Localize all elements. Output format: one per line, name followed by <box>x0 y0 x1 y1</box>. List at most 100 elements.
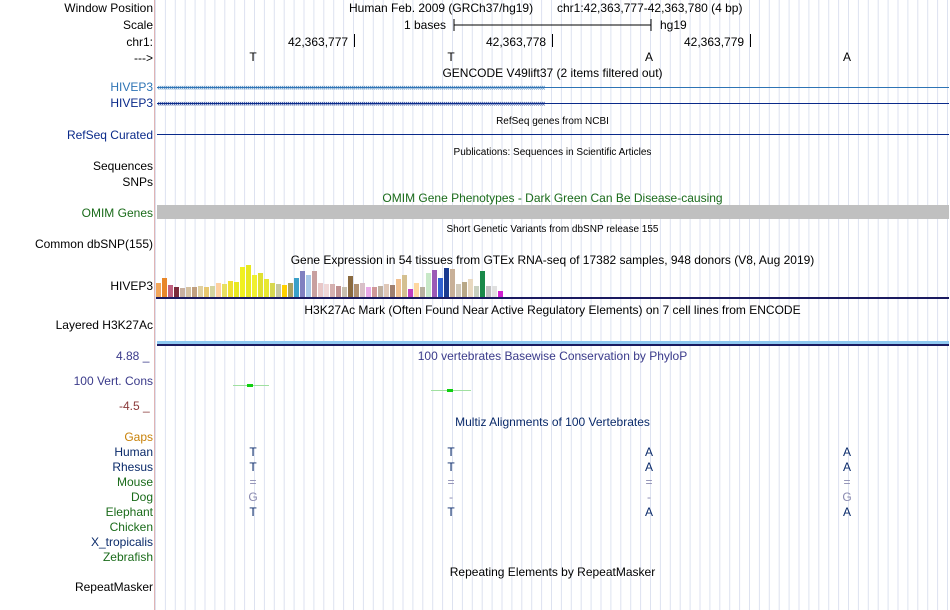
gtex-tissue-bar[interactable] <box>456 284 461 297</box>
gtex-tissue-bar[interactable] <box>204 287 209 297</box>
gtex-tissue-bar[interactable] <box>432 270 437 297</box>
gtex-tissue-bar[interactable] <box>492 286 497 297</box>
gtex-tissue-bar[interactable] <box>348 276 353 297</box>
gtex-track-title[interactable]: Gene Expression in 54 tissues from GTEx … <box>290 253 815 267</box>
refseq-track-label[interactable]: RefSeq Curated <box>66 128 153 142</box>
gtex-tissue-bar[interactable] <box>210 286 215 297</box>
gtex-tissue-bar[interactable] <box>156 283 161 297</box>
gtex-tissue-bar[interactable] <box>174 287 179 297</box>
gencode-item-label[interactable]: HIVEP3 <box>110 96 153 110</box>
gtex-tissue-bar[interactable] <box>438 278 443 297</box>
multiz-base: A <box>644 460 653 474</box>
multiz-gaps-label[interactable]: Gaps <box>124 430 153 444</box>
gtex-tissue-bar[interactable] <box>228 281 233 297</box>
gtex-tissue-bar[interactable] <box>444 268 449 297</box>
omim-phenotype-bar[interactable] <box>157 205 949 219</box>
gencode-track-title[interactable]: GENCODE V49lift37 (2 items filtered out) <box>442 66 663 80</box>
scale-bar <box>453 19 652 31</box>
multiz-base: T <box>447 460 455 474</box>
gtex-tissue-bar[interactable] <box>162 278 167 297</box>
multiz-species-label[interactable]: Mouse <box>116 475 153 489</box>
gtex-track-label[interactable]: HIVEP3 <box>110 279 153 293</box>
gtex-tissue-bar[interactable] <box>318 283 323 297</box>
gtex-tissue-bar[interactable] <box>270 283 275 297</box>
gtex-tissue-bar[interactable] <box>498 291 503 297</box>
gtex-tissue-bar[interactable] <box>294 278 299 297</box>
gtex-tissue-bar[interactable] <box>468 279 473 297</box>
snps-track-label[interactable]: SNPs <box>122 175 153 189</box>
gtex-tissue-bar[interactable] <box>378 286 383 297</box>
gtex-tissue-bar[interactable] <box>240 267 245 297</box>
refseq-track-title[interactable]: RefSeq genes from NCBI <box>496 116 609 127</box>
multiz-base: T <box>249 445 257 459</box>
dbsnp-track-label[interactable]: Common dbSNP(155) <box>34 237 153 251</box>
publications-track-title[interactable]: Publications: Sequences in Scientific Ar… <box>453 147 652 158</box>
gtex-tissue-bar[interactable] <box>384 284 389 297</box>
gtex-tissue-bar[interactable] <box>450 269 455 297</box>
multiz-base: = <box>447 475 455 489</box>
gtex-tissue-bar[interactable] <box>366 287 371 297</box>
gtex-tissue-bar[interactable] <box>360 283 365 297</box>
gtex-tissue-bar[interactable] <box>246 265 251 297</box>
gtex-tissue-bar[interactable] <box>168 285 173 297</box>
omim-track-title[interactable]: OMIM Gene Phenotypes - Dark Green Can Be… <box>382 191 723 205</box>
gtex-tissue-bar[interactable] <box>402 275 407 297</box>
phylop-score-mark[interactable] <box>247 384 253 387</box>
gtex-tissue-bar[interactable] <box>300 271 305 297</box>
gtex-tissue-bar[interactable] <box>306 275 311 297</box>
gtex-tissue-bar[interactable] <box>372 287 377 297</box>
h3k27ac-track-label[interactable]: Layered H3K27Ac <box>55 318 153 332</box>
h3k27ac-track-title[interactable]: H3K27Ac Mark (Often Found Near Active Re… <box>304 303 801 317</box>
gtex-tissue-bar[interactable] <box>282 285 287 297</box>
dbsnp-track-title[interactable]: Short Genetic Variants from dbSNP releas… <box>446 224 659 235</box>
multiz-species-label[interactable]: X_tropicalis <box>90 535 153 549</box>
multiz-species-label[interactable]: Human <box>114 445 153 459</box>
gtex-tissue-bar[interactable] <box>330 284 335 297</box>
gtex-tissue-bar[interactable] <box>288 283 293 297</box>
gtex-tissue-bar[interactable] <box>222 284 227 297</box>
omim-track-label[interactable]: OMIM Genes <box>81 206 153 220</box>
gtex-tissue-bar[interactable] <box>354 284 359 297</box>
gtex-tissue-bar[interactable] <box>420 287 425 297</box>
gtex-tissue-bar[interactable] <box>264 279 269 297</box>
gtex-tissue-bar[interactable] <box>252 275 257 297</box>
phylop-track-label[interactable]: 100 Vert. Cons <box>73 374 153 388</box>
gtex-tissue-bar[interactable] <box>324 284 329 297</box>
phylop-score-mark[interactable] <box>447 389 453 392</box>
multiz-track-title[interactable]: Multiz Alignments of 100 Vertebrates <box>455 415 650 429</box>
gtex-tissue-bar[interactable] <box>336 286 341 297</box>
gtex-tissue-bar[interactable] <box>276 284 281 297</box>
refseq-gene-line[interactable] <box>157 134 949 135</box>
gtex-tissue-bar[interactable] <box>474 286 479 297</box>
repeatmasker-track-label[interactable]: RepeatMasker <box>74 580 153 594</box>
multiz-species-label[interactable]: Dog <box>130 490 153 504</box>
phylop-track-title[interactable]: 100 vertebrates Basewise Conservation by… <box>417 349 688 363</box>
gtex-tissue-bar[interactable] <box>462 282 467 297</box>
gtex-tissue-bar[interactable] <box>198 286 203 297</box>
gtex-tissue-bar[interactable] <box>480 271 485 297</box>
gtex-tissue-bar[interactable] <box>312 271 317 297</box>
gtex-tissue-bar[interactable] <box>180 288 185 297</box>
gtex-tissue-bar[interactable] <box>426 273 431 297</box>
gtex-tissue-bar[interactable] <box>192 287 197 297</box>
gtex-tissue-bar[interactable] <box>486 286 491 297</box>
gtex-expression-bars[interactable] <box>155 265 950 301</box>
multiz-species-label[interactable]: Zebrafish <box>102 550 153 564</box>
repeatmasker-track-title[interactable]: Repeating Elements by RepeatMasker <box>449 565 656 579</box>
multiz-species-label[interactable]: Elephant <box>105 505 153 519</box>
gencode-item-label[interactable]: HIVEP3 <box>110 80 153 94</box>
publications-track-label[interactable]: Sequences <box>92 159 153 173</box>
multiz-species-label[interactable]: Chicken <box>109 520 153 534</box>
gtex-tissue-bar[interactable] <box>408 289 413 297</box>
h3k27ac-signal-band[interactable] <box>157 341 949 344</box>
gtex-tissue-bar[interactable] <box>186 287 191 297</box>
gtex-tissue-bar[interactable] <box>414 283 419 297</box>
gtex-tissue-bar[interactable] <box>390 285 395 297</box>
gtex-tissue-bar[interactable] <box>342 287 347 297</box>
gtex-tissue-bar[interactable] <box>216 283 221 297</box>
gtex-tissue-bar[interactable] <box>258 273 263 297</box>
multiz-species-label[interactable]: Rhesus <box>112 460 153 474</box>
gtex-tissue-bar[interactable] <box>234 282 239 297</box>
gtex-tissue-bar[interactable] <box>396 279 401 297</box>
